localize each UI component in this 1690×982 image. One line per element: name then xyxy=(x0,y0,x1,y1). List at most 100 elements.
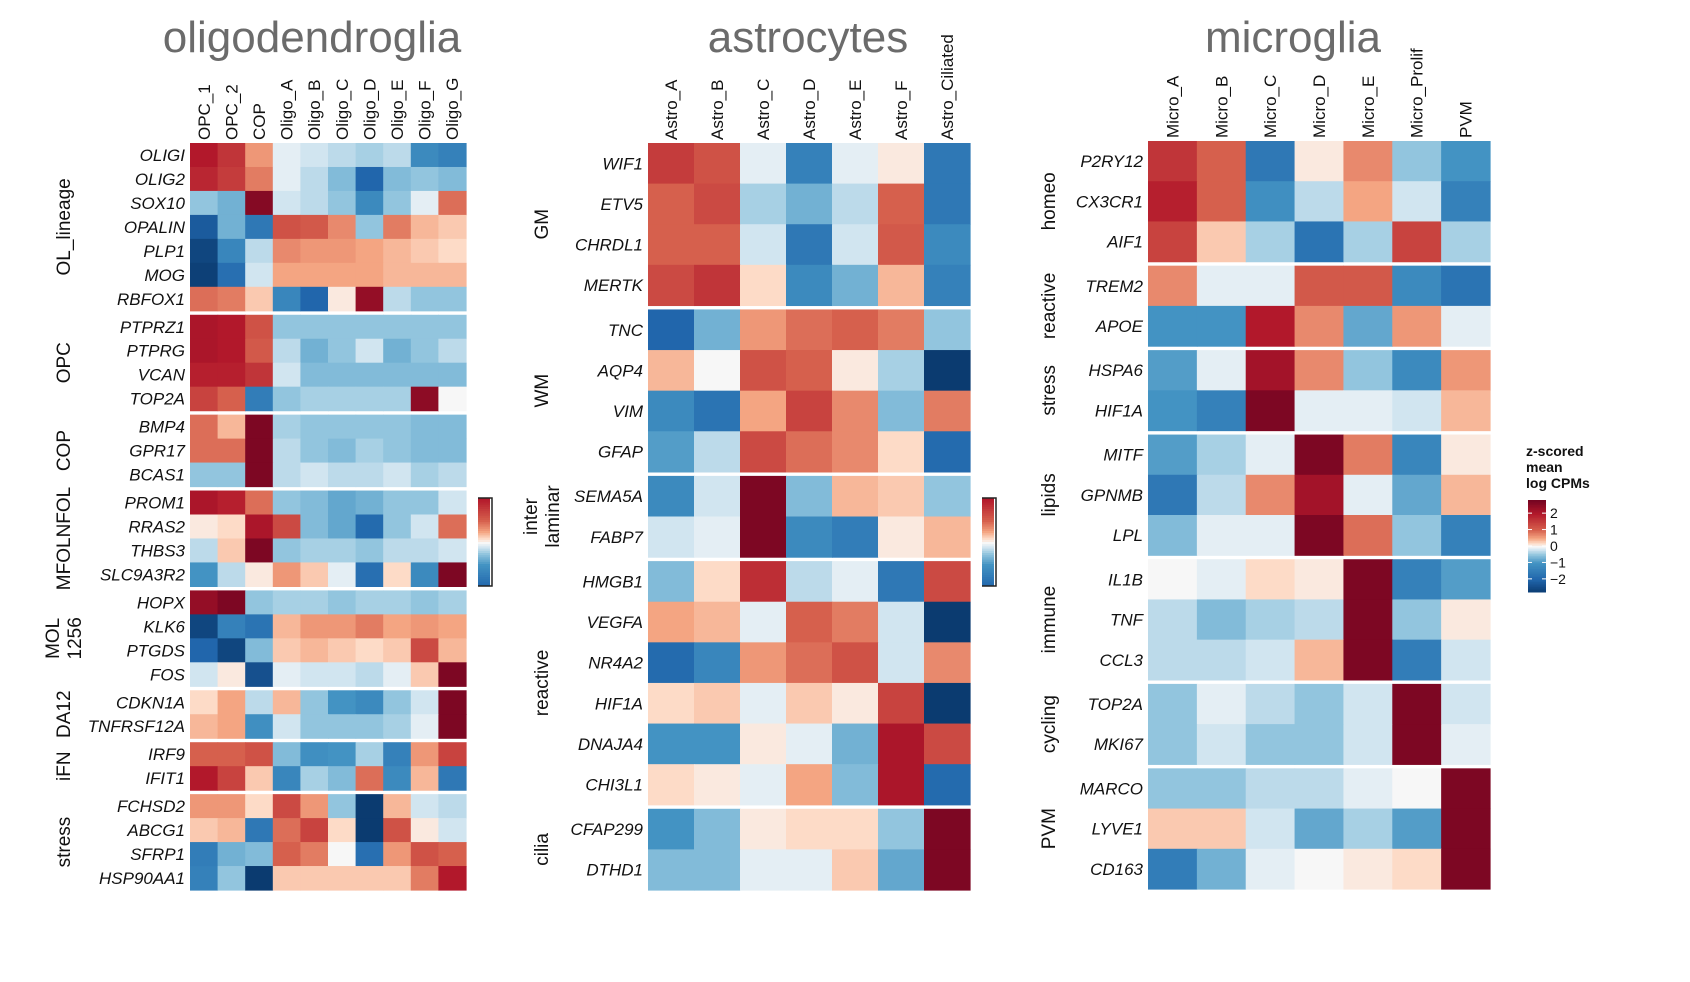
colorbar-segment xyxy=(478,553,490,556)
heatmap-cell xyxy=(878,475,925,518)
heatmap-cell xyxy=(786,390,833,432)
heatmap-cell xyxy=(245,766,274,791)
heatmap-cell xyxy=(190,214,219,240)
colorbar-segment xyxy=(982,531,994,534)
row-label: LPL xyxy=(1113,526,1143,545)
legend-gradient-segment xyxy=(1528,567,1546,570)
colorbar-segment xyxy=(982,546,994,550)
colorbar-bracket-1 xyxy=(478,497,493,587)
heatmap-cell xyxy=(355,214,384,240)
heatmap-cell xyxy=(410,690,439,715)
column-label: COP xyxy=(250,103,269,140)
heatmap-cell xyxy=(328,314,357,340)
heatmap-cell xyxy=(217,286,246,312)
heatmap-cell xyxy=(300,638,329,663)
heatmap-cell xyxy=(924,183,971,225)
legend-gradient-segment xyxy=(1528,503,1546,506)
legend-gradient-segment xyxy=(1528,583,1546,586)
colorbar-segment xyxy=(478,526,490,530)
heatmap-cell xyxy=(832,516,879,558)
heatmap-cell xyxy=(1343,683,1393,725)
heatmap-cell xyxy=(438,662,467,687)
heatmap-cell xyxy=(245,690,274,715)
heatmap-cell xyxy=(300,338,329,364)
heatmap-cell xyxy=(694,390,741,432)
colorbar-segment xyxy=(478,561,490,565)
heatmap-cell xyxy=(245,286,274,312)
heatmap-cell xyxy=(878,309,925,351)
heatmap-cell xyxy=(355,590,384,615)
heatmap-cell xyxy=(786,723,833,765)
heatmap-cell xyxy=(878,723,925,765)
heatmap-cell xyxy=(328,714,357,739)
heatmap-cell xyxy=(1441,515,1491,556)
group-label: stress xyxy=(1039,365,1060,416)
heatmap-cell xyxy=(1196,639,1247,681)
heatmap-cell xyxy=(1294,141,1345,182)
panel-title: astrocytes xyxy=(708,13,909,62)
heatmap-cell xyxy=(924,475,971,518)
colorbar-segment xyxy=(982,548,994,552)
legend-gradient-segment xyxy=(1528,544,1546,547)
group-label: cycling xyxy=(1039,695,1060,753)
heatmap-cell xyxy=(272,562,301,587)
heatmap-cell xyxy=(1196,141,1247,182)
heatmap-cell xyxy=(1294,474,1345,516)
heatmap-cell xyxy=(1343,848,1393,890)
heatmap-cell xyxy=(832,143,879,185)
heatmap-cell xyxy=(1343,808,1393,850)
heatmap-cell xyxy=(300,538,329,564)
group-label: MOL xyxy=(43,618,64,659)
heatmap-cell xyxy=(300,438,329,464)
column-label: Micro_C xyxy=(1261,75,1280,138)
heatmap-cell xyxy=(1441,390,1491,432)
heatmap-cell xyxy=(410,614,439,639)
legend-gradient-segment xyxy=(1528,582,1546,585)
row-label: MARCO xyxy=(1080,779,1143,798)
heatmap-cell xyxy=(217,866,246,891)
row-label: PROM1 xyxy=(125,494,185,513)
heatmap-cell xyxy=(1245,390,1296,432)
heatmap-cell xyxy=(878,431,925,473)
heatmap-cell xyxy=(245,414,274,440)
heatmap-cell xyxy=(1148,683,1198,725)
heatmap-cell xyxy=(217,590,246,615)
legend-gradient-segment xyxy=(1528,514,1546,517)
heatmap-cell xyxy=(190,842,219,867)
heatmap-cell xyxy=(328,286,357,312)
heatmap-cell xyxy=(355,166,384,192)
colorbar-segment xyxy=(982,550,994,554)
heatmap-cell xyxy=(383,690,412,715)
heatmap-cell xyxy=(1294,390,1345,432)
heatmap-cell xyxy=(740,224,787,266)
legend-gradient-segment xyxy=(1528,513,1546,516)
row-label: GPNMB xyxy=(1081,486,1143,505)
heatmap-cell xyxy=(1196,181,1247,223)
heatmap-cell xyxy=(355,262,384,288)
heatmap-cell xyxy=(832,264,879,307)
legend-title-line: log CPMs xyxy=(1526,475,1590,491)
legend-gradient-segment xyxy=(1528,569,1546,572)
heatmap-cell xyxy=(1196,808,1247,850)
heatmap-cell xyxy=(272,462,301,488)
legend-gradient-segment xyxy=(1528,562,1546,565)
heatmap-cell xyxy=(1196,599,1247,641)
heatmap-panel-oligodendroglia: oligodendroglia OPC_1 OPC_2 COP Oligo_A Oligo… xyxy=(43,13,467,891)
row-label: RRAS2 xyxy=(128,517,185,536)
row-label: WIF1 xyxy=(602,154,643,173)
heatmap-cell xyxy=(272,638,301,663)
colorbar-segment xyxy=(982,581,994,585)
heatmap-cell xyxy=(383,438,412,464)
heatmap-cell xyxy=(328,514,357,540)
heatmap-cell xyxy=(1148,305,1198,347)
row-label: HSPA6 xyxy=(1089,361,1144,380)
heatmap-cell xyxy=(438,362,467,388)
heatmap-cell xyxy=(300,590,329,615)
heatmap-cell xyxy=(786,224,833,266)
heatmap-cell xyxy=(355,818,384,843)
column-label: Astro_C xyxy=(754,79,773,140)
colorbar-segment xyxy=(478,568,490,572)
heatmap-cell xyxy=(648,601,695,643)
heatmap-cell xyxy=(878,808,925,850)
heatmap-cell xyxy=(1392,683,1442,725)
